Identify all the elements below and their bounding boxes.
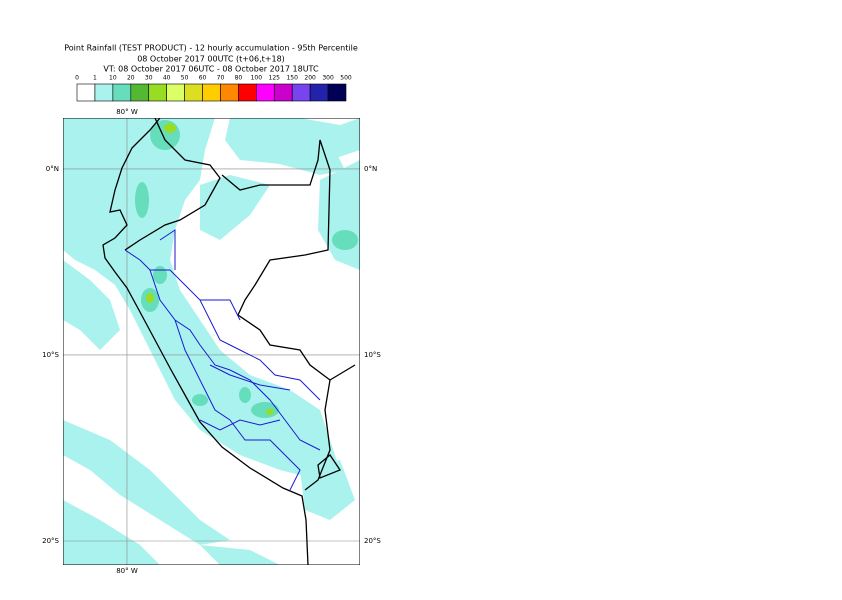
graticule-labels: 80° W 80° W 0°N 0°N 10°S 10°S 20°S 20°S <box>42 108 381 575</box>
legend-swatch <box>112 83 132 102</box>
lon-label: 80° W <box>116 108 138 116</box>
legend-swatch <box>256 83 275 102</box>
map <box>63 118 360 565</box>
legend-level: 60 <box>199 75 207 82</box>
legend-level: 80 <box>235 75 243 82</box>
lat-label: 0°N <box>46 165 59 173</box>
legend-swatch <box>327 83 347 102</box>
legend-level: 125 <box>269 75 281 82</box>
legend-level: 200 <box>304 75 316 82</box>
legend-level: 500 <box>340 75 352 82</box>
legend-swatch <box>309 83 329 102</box>
legend-level: 10 <box>109 75 117 82</box>
legend-level: 20 <box>127 75 135 82</box>
legend-swatch <box>202 83 221 102</box>
lat-label: 0°N <box>364 165 377 173</box>
graticule <box>63 118 360 565</box>
regions <box>124 229 321 491</box>
legend-level: 30 <box>145 75 153 82</box>
legend-swatch <box>220 83 239 102</box>
legend-level: 1 <box>93 75 97 82</box>
legend-swatch <box>94 83 114 102</box>
legend-level: 40 <box>163 75 171 82</box>
legend-swatch <box>273 83 293 102</box>
base-time: 08 October 2017 00UTC (t+06,t+18) <box>137 55 285 64</box>
legend-level: 70 <box>217 75 225 82</box>
legend-swatch <box>184 83 203 102</box>
legend-swatch <box>238 83 257 102</box>
title: Point Rainfall (TEST PRODUCT) - 12 hourl… <box>64 44 358 53</box>
borders <box>102 118 356 565</box>
legend-swatch <box>76 83 96 102</box>
rain-peak <box>146 123 274 415</box>
lat-label: 10°S <box>42 351 59 359</box>
legend-level: 100 <box>251 75 263 82</box>
legend-level: 300 <box>322 75 334 82</box>
lat-label: 10°S <box>364 351 381 359</box>
valid-time: VT: 08 October 2017 06UTC - 08 October 2… <box>103 65 319 74</box>
legend-swatch <box>291 83 311 102</box>
legend-swatch <box>148 83 167 102</box>
lat-label: 20°S <box>364 537 381 545</box>
rain-areas <box>63 118 360 565</box>
lon-label: 80° W <box>116 567 138 575</box>
rain-heavy <box>135 120 358 418</box>
legend-level: 50 <box>181 75 189 82</box>
legend-level: 0 <box>75 75 79 82</box>
legend-swatch <box>130 83 150 102</box>
lat-label: 20°S <box>42 537 59 545</box>
legend: 0 1 10 20 30 40 50 60 70 80 100 125 150 200 300 500 <box>75 75 352 102</box>
legend-level: 150 <box>286 75 298 82</box>
legend-swatch <box>166 83 185 102</box>
